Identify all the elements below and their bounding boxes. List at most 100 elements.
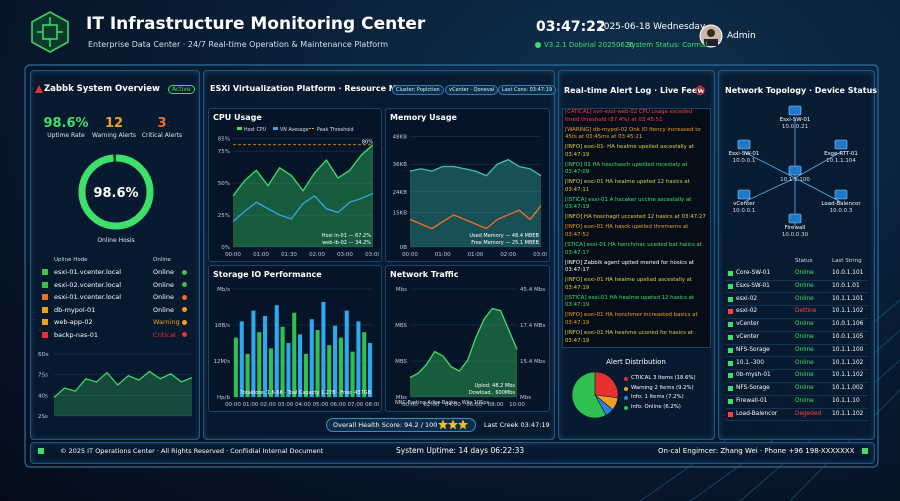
node-label: Load-Balencor [821, 201, 861, 207]
device-status: Online [795, 372, 814, 379]
y-label: Mbs [520, 395, 531, 401]
host-name: backp-nas-01 [54, 330, 99, 339]
row-square [728, 296, 733, 302]
device-ip: 10.1.1.100 [832, 346, 864, 353]
chart-note: Hosi in-01 — 67.2% [322, 233, 371, 239]
y-label: MBS [395, 323, 407, 329]
y-tick-label: 50% [218, 181, 230, 187]
row-square [728, 360, 733, 366]
user-name: Admin [727, 31, 756, 41]
node-icon [788, 213, 802, 224]
alert-line: [ISTICA] esxi-01 A hacaker uccine ascest… [565, 196, 692, 211]
area [233, 144, 373, 247]
x-tick-label: 00:00 [225, 402, 241, 408]
y-label: 18B/s [215, 323, 231, 329]
device-ip: 10.0.1.01 [832, 282, 860, 289]
device-status: Online [795, 398, 814, 404]
alert-line: [INFO] esxi-01 HA healme upeted 12 hasic… [565, 179, 690, 193]
row-line [726, 407, 868, 409]
row-square [728, 283, 733, 289]
y-label: 7Ss [38, 373, 48, 379]
x-tick-label: 07:00 [348, 402, 364, 408]
star [458, 419, 468, 430]
pie-slice [571, 371, 607, 419]
device-status: Online [795, 270, 814, 276]
threshold-label: 80% [362, 139, 373, 145]
bar [338, 337, 343, 397]
legend-swatch [273, 127, 278, 130]
x-tick-label: 06:00 [466, 402, 482, 408]
y-label: Mbs [396, 287, 407, 293]
line [409, 307, 518, 379]
bar [280, 326, 285, 397]
node-label: vCenter [733, 201, 755, 207]
legend-label: Host CPU [244, 127, 267, 133]
pie-slice [594, 371, 619, 399]
y-tick-label: 24KB [393, 190, 408, 196]
chart-note: Used Memory — 48.4 MBEB [469, 233, 539, 239]
line [409, 205, 542, 230]
footer-icon [862, 448, 868, 454]
x-tick-label: 03:00 [278, 402, 294, 408]
device-status: Online [795, 295, 814, 302]
y-label: Mb/s [217, 287, 230, 293]
alert-log: [CATICAL] svn-exsi-web-02 CPU usage exce… [562, 108, 711, 348]
dist-title: Alert Distribution [606, 358, 666, 366]
y-tick-label: 0B [400, 245, 407, 251]
node-label: Esxi-SW-01 [779, 117, 811, 123]
row-line [726, 369, 868, 371]
device-ip: 10.1.1.101 [832, 295, 864, 302]
y-label: 6Ds [38, 352, 49, 358]
device-status: Online [795, 346, 814, 353]
link [743, 151, 796, 179]
row-square [728, 309, 733, 315]
device-ip: 10.1.1.102 [832, 359, 864, 366]
legend-dot [624, 396, 628, 400]
area [410, 308, 517, 397]
legend-dot [624, 386, 628, 391]
host-status: Online [153, 280, 174, 289]
node-icon [788, 165, 802, 176]
legend-swatch [237, 127, 242, 130]
warning-icon [35, 85, 43, 93]
host-header: Online [153, 257, 171, 263]
host-status: Critical [153, 330, 176, 339]
line [232, 192, 374, 222]
device-name: 0b-mysh-01 [736, 372, 771, 379]
panel-title: Zabbk System Overview [44, 84, 160, 94]
chart-title: Network Traffic [390, 270, 459, 279]
x-tick-label: 01:00 [243, 402, 259, 408]
device-ip: 10.1.1.10 [832, 398, 860, 404]
alert-line: [INFO] esxi-01- HA healme upeiled ascest… [565, 144, 694, 158]
row-line [726, 356, 868, 358]
gauge-caption: Online Hosis [97, 237, 135, 244]
bar [286, 343, 291, 397]
y-tick-label: 15KB [393, 211, 408, 217]
stat-label: Uptime Rate [47, 132, 85, 139]
y-label: 17.4 MBs [520, 323, 546, 329]
alert-line: [INFO] HA hoschagit uccested 12 hasics a… [565, 214, 706, 221]
bar [344, 310, 349, 397]
device-status: Online [795, 282, 814, 289]
device-status: Degeded [795, 410, 822, 417]
y-tick-label: 75% [218, 149, 230, 155]
device-ip: 10.0.1.106 [832, 321, 864, 328]
column-header: Status [795, 258, 813, 264]
line [409, 158, 542, 177]
node-ip: 10.0.0.30 [781, 232, 809, 238]
stat-value: 3 [157, 116, 167, 131]
title: IT Infrastructure Monitoring Center [86, 14, 426, 34]
y-tick-label: 25% [218, 213, 230, 219]
node-ip: 10.0.0.1 [732, 158, 756, 164]
host-square [42, 306, 48, 313]
system-status: System Status: Cormal [627, 41, 708, 49]
chart-box [385, 108, 550, 262]
mini-chart: 6Ds 7Ss 40s 2Ss [38, 352, 193, 420]
chart-footer: NNC Barting Adire-Backe · Wiic 10Sps [395, 400, 490, 406]
x-tick-label: 01:00 [253, 252, 269, 258]
y-label: 15.4 Mbs [520, 359, 545, 365]
x-tick-label: 01:30 [281, 252, 297, 258]
legend-dot [624, 405, 628, 410]
y-label: 40s [38, 393, 48, 399]
